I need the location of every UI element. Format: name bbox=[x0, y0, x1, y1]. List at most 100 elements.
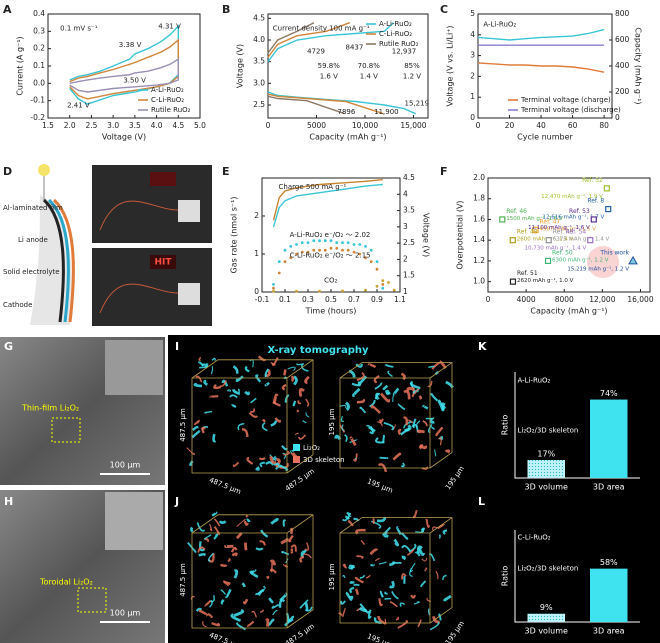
data-point bbox=[545, 237, 552, 244]
tomography-fiber bbox=[344, 401, 351, 411]
tomography-fiber bbox=[344, 434, 348, 442]
x-axis-title: Capacity (mAh g⁻¹) bbox=[530, 307, 607, 316]
tomography-fiber bbox=[224, 588, 232, 599]
x-axis-title: Time (hours) bbox=[305, 307, 357, 316]
tomography-fiber bbox=[294, 432, 299, 436]
annotation: A-Li-RuO₂ e⁻/O₂ ～ 2.02 bbox=[290, 231, 371, 239]
data-point bbox=[312, 239, 316, 243]
tomography-fiber bbox=[372, 518, 375, 525]
cathode-layer bbox=[52, 198, 75, 323]
tomography-fiber bbox=[241, 428, 249, 438]
tomography-fiber bbox=[438, 436, 442, 446]
sem-label: Thin-film Li₂O₂ bbox=[21, 404, 79, 413]
annotation: 1.4 V bbox=[360, 72, 378, 80]
x-tick-label: 3.5 bbox=[129, 121, 141, 130]
plot-frame bbox=[487, 177, 651, 293]
cube-outline bbox=[191, 359, 314, 474]
tomography-fiber bbox=[210, 365, 214, 375]
y-axis-title: Voltage (V vs. Li/Li⁺) bbox=[446, 25, 455, 106]
tomography-fiber bbox=[348, 564, 356, 570]
y2-tick-label: 4.5 bbox=[403, 173, 415, 182]
tomography-fiber bbox=[255, 589, 264, 596]
led-display bbox=[150, 172, 176, 186]
tomography-fiber bbox=[195, 607, 203, 612]
tomography-fiber bbox=[367, 363, 377, 369]
tomography-fiber bbox=[255, 466, 260, 471]
tomography-fiber bbox=[296, 409, 300, 413]
annotation: 12,937 bbox=[392, 47, 417, 55]
y-tick-label: 1.8 bbox=[473, 194, 485, 203]
point-label: 10,730 mAh g⁻¹, 1.4 V bbox=[525, 245, 587, 252]
tomography-fiber bbox=[305, 398, 310, 407]
tomography-fiber bbox=[241, 582, 246, 588]
x-tick-label: 80 bbox=[599, 121, 609, 130]
tomography-fiber bbox=[403, 389, 411, 400]
tomography-fiber bbox=[339, 600, 346, 605]
tomography-fiber bbox=[377, 463, 388, 473]
x-tick-label: 3D area bbox=[593, 483, 625, 492]
series-line bbox=[267, 22, 394, 63]
y2-tick-label: 2 bbox=[403, 254, 408, 263]
tomography-fiber bbox=[190, 526, 194, 533]
tomography-fiber bbox=[246, 620, 255, 628]
data-point bbox=[544, 257, 552, 265]
annotation: 1.2 V bbox=[403, 72, 421, 80]
tomography-fiber bbox=[428, 365, 436, 368]
y-tick-label: 4.0 bbox=[253, 35, 265, 44]
y-tick-label: 0 bbox=[470, 113, 475, 122]
data-point bbox=[289, 245, 293, 248]
tomography-fiber bbox=[406, 548, 415, 556]
series-line bbox=[69, 24, 179, 105]
x-tick-label: 2.0 bbox=[64, 121, 76, 130]
y-tick-label: 0.3 bbox=[33, 26, 45, 35]
tomography-fiber bbox=[242, 598, 249, 605]
electrolyte-layer bbox=[47, 198, 70, 323]
tomography-fiber bbox=[374, 557, 380, 562]
tomography-fiber bbox=[384, 597, 392, 600]
data-point bbox=[335, 241, 339, 245]
y-tick-label: 0.4 bbox=[33, 9, 45, 18]
sem-inset bbox=[105, 492, 163, 550]
point-label: 6300 mAh g⁻¹, 1.2 V bbox=[552, 256, 609, 263]
series-line bbox=[267, 95, 345, 115]
tomography-fiber bbox=[304, 375, 310, 385]
tomo-title: X-ray tomography bbox=[268, 345, 369, 356]
y-tick-label: 5 bbox=[470, 9, 475, 18]
tomography-fiber bbox=[380, 392, 391, 403]
point-label: 12,470 mAh g⁻¹, 1.9 V bbox=[541, 193, 603, 200]
point-label: 2600 mAh g⁻¹, 1.4 V bbox=[517, 236, 574, 243]
legend-label: C-Li-RuO₂ bbox=[379, 30, 412, 38]
tomography-fiber bbox=[304, 602, 309, 612]
tomography-fiber bbox=[263, 585, 266, 589]
tomography-fiber bbox=[389, 561, 395, 566]
tomography-fiber bbox=[213, 533, 219, 540]
cell bbox=[178, 283, 200, 305]
dimension-label: 195 μm bbox=[328, 563, 336, 590]
tomography-fiber bbox=[349, 436, 357, 446]
x-axis-title: Cycle number bbox=[517, 133, 573, 142]
tomography-fiber bbox=[409, 380, 421, 390]
data-point bbox=[335, 246, 339, 250]
y-tick-label: -0.1 bbox=[30, 96, 45, 105]
y-tick-label: 0.2 bbox=[33, 44, 45, 53]
tomography-fiber bbox=[251, 610, 257, 618]
tomography-fiber bbox=[193, 419, 200, 426]
tomography-fiber bbox=[373, 374, 380, 384]
tomography-fiber bbox=[412, 510, 418, 519]
li-layer bbox=[42, 198, 65, 323]
x-tick-label: 10,000 bbox=[352, 121, 378, 130]
x-tick-label: 0.7 bbox=[348, 295, 360, 304]
wires bbox=[99, 200, 179, 314]
tomography-fiber bbox=[220, 563, 228, 567]
tomography-fiber bbox=[222, 580, 230, 587]
x-tick-label: 4.0 bbox=[151, 121, 163, 130]
x-tick-label: 3D volume bbox=[525, 627, 569, 636]
data-point bbox=[587, 237, 594, 244]
point-name: Ref. 48 bbox=[517, 229, 538, 236]
data-point bbox=[364, 245, 367, 248]
series-line bbox=[477, 28, 605, 41]
cube-outline bbox=[339, 362, 453, 469]
tomography-fiber bbox=[269, 568, 277, 574]
tomography-fiber bbox=[359, 603, 370, 614]
y-tick-label: 4 bbox=[470, 30, 475, 39]
